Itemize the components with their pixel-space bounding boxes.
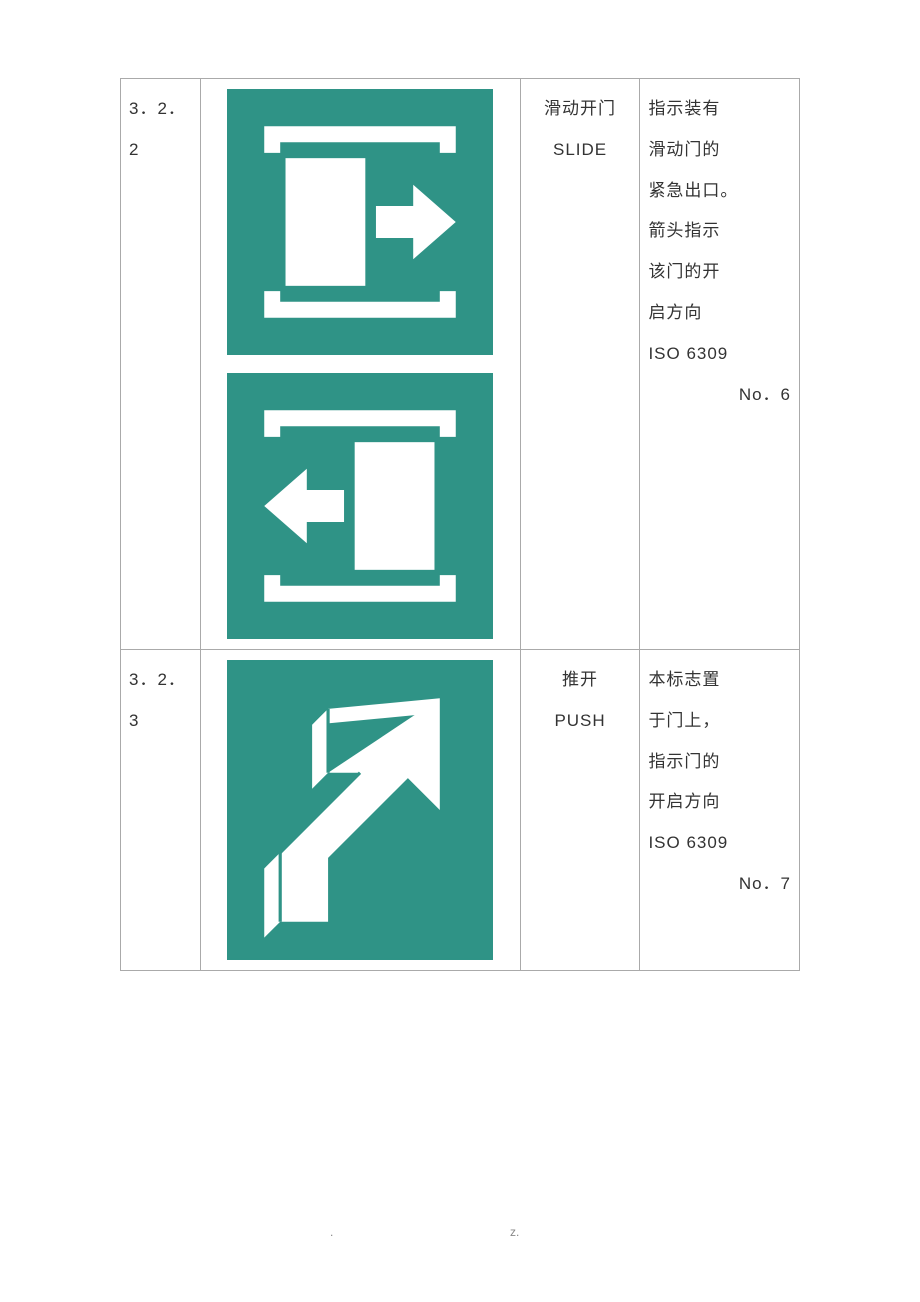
desc-line: 本标志置 bbox=[648, 660, 791, 701]
name-en: SLIDE bbox=[529, 130, 632, 171]
desc-line: ISO 6309 bbox=[648, 334, 791, 375]
sign-stack bbox=[209, 89, 512, 639]
push-sign bbox=[227, 660, 493, 960]
table-row: 3．2．2 bbox=[121, 79, 800, 650]
sign-cell bbox=[200, 650, 520, 971]
desc-line: 该门的开 bbox=[648, 252, 791, 293]
desc-line: 滑动门的 bbox=[648, 130, 791, 171]
desc-line: 箭头指示 bbox=[648, 211, 791, 252]
desc-no: No．6 bbox=[648, 375, 791, 416]
name-en: PUSH bbox=[529, 701, 632, 742]
sign-cell bbox=[200, 79, 520, 650]
slide-right-sign bbox=[227, 89, 493, 355]
name-cell: 滑动开门 SLIDE bbox=[520, 79, 640, 650]
desc-line: 开启方向 bbox=[648, 782, 791, 823]
desc-cell: 指示装有 滑动门的 紧急出口。 箭头指示 该门的开 启方向 ISO 6309 N… bbox=[640, 79, 800, 650]
name-cn: 推开 bbox=[529, 660, 632, 701]
name-cell: 推开 PUSH bbox=[520, 650, 640, 971]
footer-z: z. bbox=[510, 1225, 519, 1239]
desc-no: No．7 bbox=[648, 864, 791, 905]
signs-table: 3．2．2 bbox=[120, 78, 800, 971]
row-id: 3．2．2 bbox=[129, 99, 186, 159]
desc-line: ISO 6309 bbox=[648, 823, 791, 864]
desc-line: 启方向 bbox=[648, 293, 791, 334]
desc-line: 指示门的 bbox=[648, 742, 791, 783]
row-id-cell: 3．2．3 bbox=[121, 650, 201, 971]
slide-left-sign bbox=[227, 373, 493, 639]
sign-stack bbox=[209, 660, 512, 960]
row-id-cell: 3．2．2 bbox=[121, 79, 201, 650]
desc-line: 紧急出口。 bbox=[648, 171, 791, 212]
desc-line: 于门上， bbox=[648, 701, 791, 742]
row-id: 3．2．3 bbox=[129, 670, 186, 730]
desc-line: 指示装有 bbox=[648, 89, 791, 130]
document-page: 3．2．2 bbox=[0, 0, 920, 1302]
desc-cell: 本标志置 于门上， 指示门的 开启方向 ISO 6309 No．7 bbox=[640, 650, 800, 971]
name-cn: 滑动开门 bbox=[529, 89, 632, 130]
footer-dot: . bbox=[330, 1225, 333, 1239]
table-row: 3．2．3 bbox=[121, 650, 800, 971]
